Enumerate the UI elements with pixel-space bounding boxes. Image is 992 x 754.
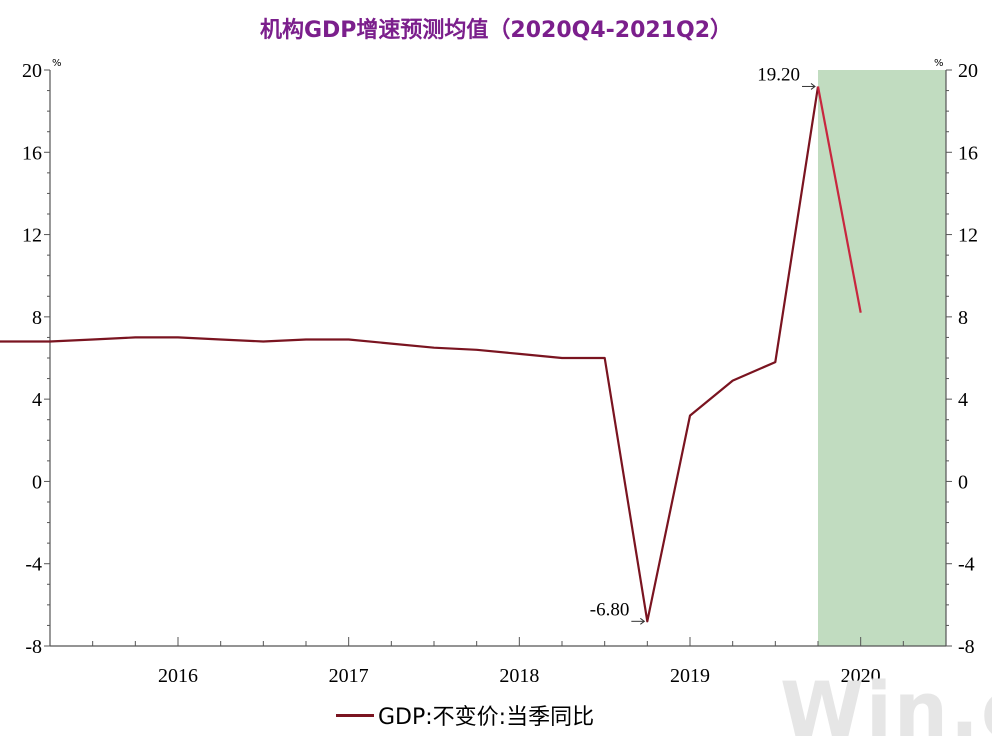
- y-tick-label-left: 16: [22, 142, 42, 164]
- y-tick-label-left: -4: [25, 554, 42, 576]
- x-tick-label: 2017: [329, 665, 369, 687]
- tick-marks: [44, 69, 952, 647]
- x-tick-label: 2018: [499, 665, 539, 687]
- y-tick-label-left: 0: [32, 471, 42, 493]
- legend: GDP:不变价:当季同比: [336, 700, 594, 730]
- y-tick-label-right: -4: [958, 554, 975, 576]
- annotation-label: 19.20: [757, 64, 800, 85]
- y-tick-label-right: 8: [958, 307, 968, 329]
- unit-label-left: %: [52, 58, 62, 69]
- annotation-arrowhead: [810, 83, 816, 90]
- series-line-forecast: [816, 86, 862, 313]
- y-tick-label-left: 8: [32, 307, 42, 329]
- y-tick-label-left: -8: [25, 636, 42, 658]
- forecast-shaded-region: [818, 70, 946, 646]
- y-tick-label-right: 20: [958, 60, 978, 82]
- y-tick-label-right: 0: [958, 471, 968, 493]
- axes: [49, 70, 947, 647]
- legend-label: GDP:不变价:当季同比: [378, 705, 595, 730]
- annotations: -6.80 19.20: [590, 64, 816, 625]
- chart-title: 机构GDP增速预测均值（2020Q4-2021Q2）: [259, 18, 733, 43]
- series-layer: [0, 86, 862, 623]
- x-tick-label: 2016: [158, 665, 198, 687]
- y-tick-label-right: 16: [958, 142, 978, 164]
- wind-watermark: Win.d: [780, 665, 992, 754]
- x-tick-label: 2020: [841, 665, 881, 687]
- annotation-arrowhead: [640, 617, 646, 625]
- y-tick-label-right: -8: [958, 636, 975, 658]
- legend-line-swatch: [336, 713, 374, 717]
- x-tick-label: 2019: [670, 665, 710, 687]
- y-tick-label-left: 4: [32, 389, 42, 411]
- series-line-actual: [0, 86, 820, 623]
- annotation-label: -6.80: [590, 599, 630, 620]
- y-tick-label-right: 4: [958, 389, 968, 411]
- unit-label-right: %: [934, 58, 944, 69]
- y-tick-label-right: 12: [958, 225, 978, 247]
- y-tick-label-left: 12: [22, 225, 42, 247]
- y-tick-label-left: 20: [22, 60, 42, 82]
